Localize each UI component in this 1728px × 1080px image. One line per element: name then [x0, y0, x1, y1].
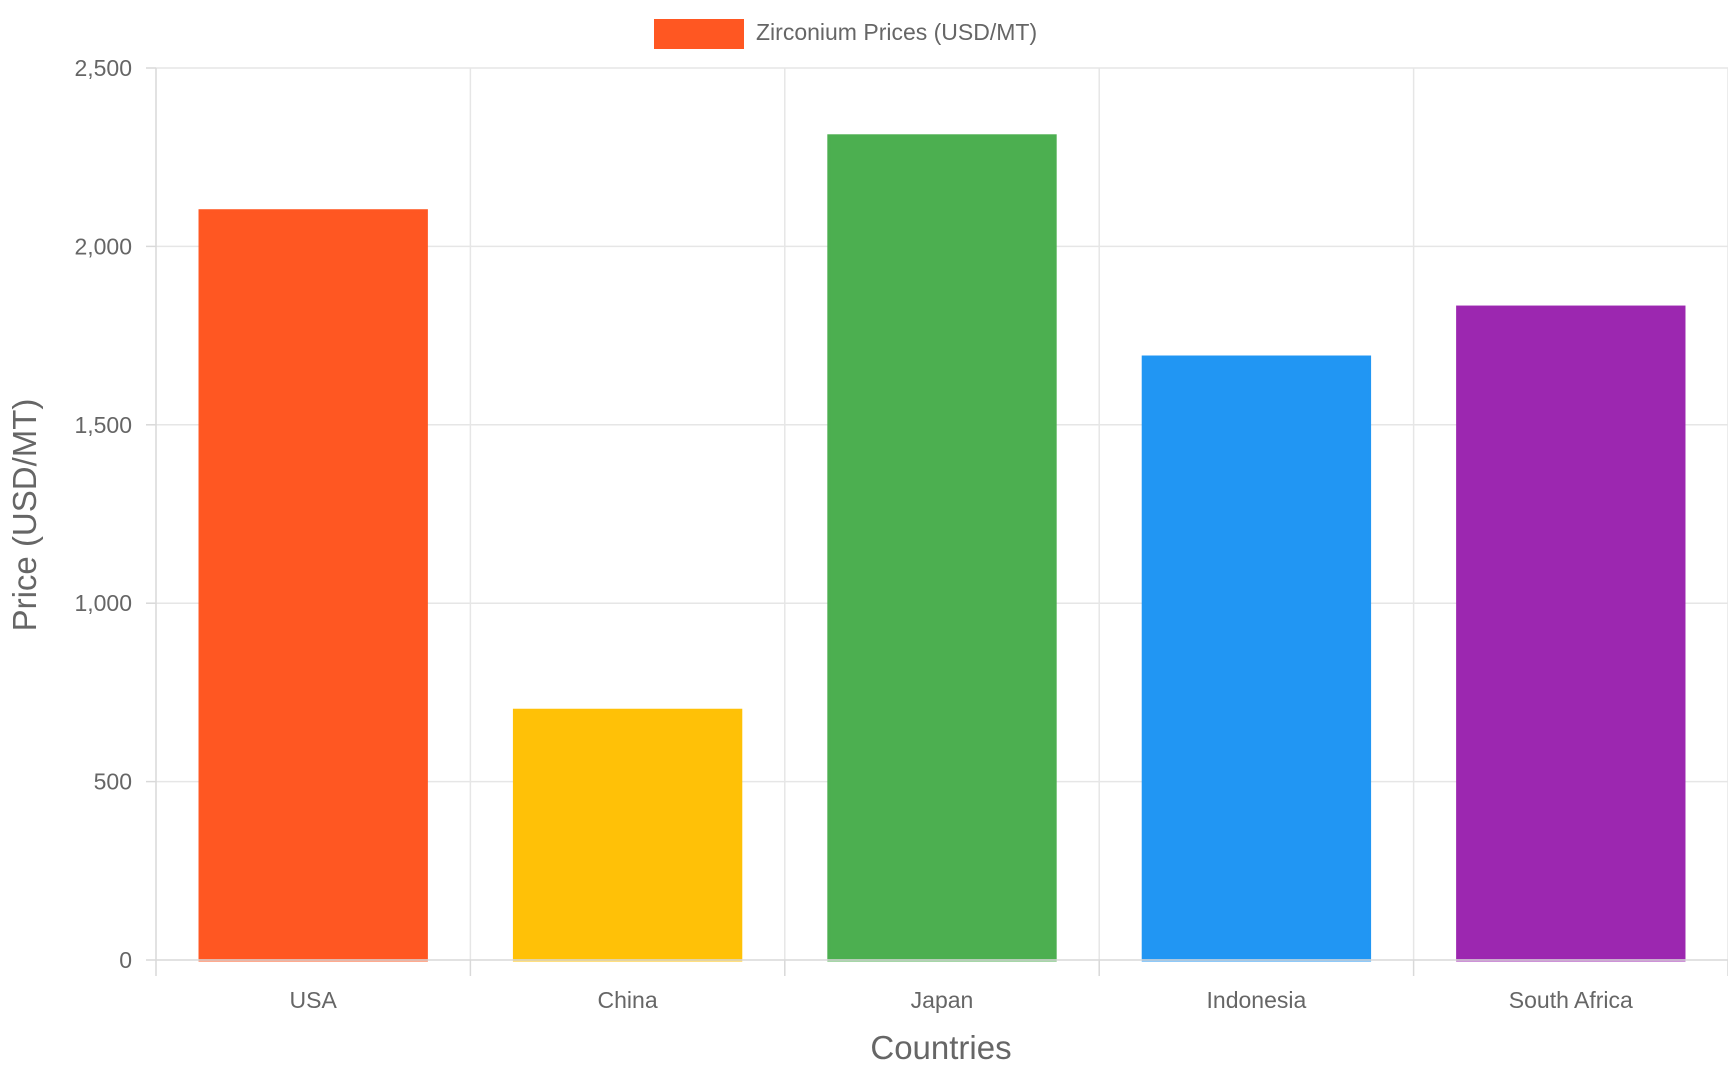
bar-china[interactable]	[512, 708, 743, 962]
bar-usa[interactable]	[198, 209, 428, 962]
y-tick-label: 500	[94, 769, 132, 795]
bar-indonesia[interactable]	[1141, 355, 1372, 962]
bar-japan[interactable]	[827, 134, 1057, 962]
x-tick-label: USA	[290, 987, 338, 1013]
bar-south-africa[interactable]	[1456, 305, 1686, 962]
y-axis-title: Price (USD/MT)	[6, 399, 43, 632]
y-tick-label: 1,000	[74, 590, 132, 616]
x-axis-title: Countries	[870, 1029, 1011, 1066]
bars	[198, 134, 1686, 962]
legend-label: Zirconium Prices (USD/MT)	[756, 19, 1037, 45]
y-tick-label: 1,500	[74, 412, 132, 438]
y-tick-label: 0	[119, 947, 132, 973]
legend[interactable]: Zirconium Prices (USD/MT)	[654, 19, 1037, 49]
x-tick-label: Japan	[911, 987, 974, 1013]
y-tick-label: 2,000	[74, 233, 132, 259]
axes	[146, 67, 1728, 976]
tick-labels: 0 500 1,000 1,500 2,000 2,500 USA China Japan Ind…	[74, 55, 1633, 1013]
legend-swatch	[654, 19, 744, 49]
y-tick-label: 2,500	[74, 55, 132, 81]
x-tick-label: South Africa	[1509, 987, 1633, 1013]
x-tick-label: Indonesia	[1207, 987, 1307, 1013]
x-tick-label: China	[598, 987, 658, 1013]
